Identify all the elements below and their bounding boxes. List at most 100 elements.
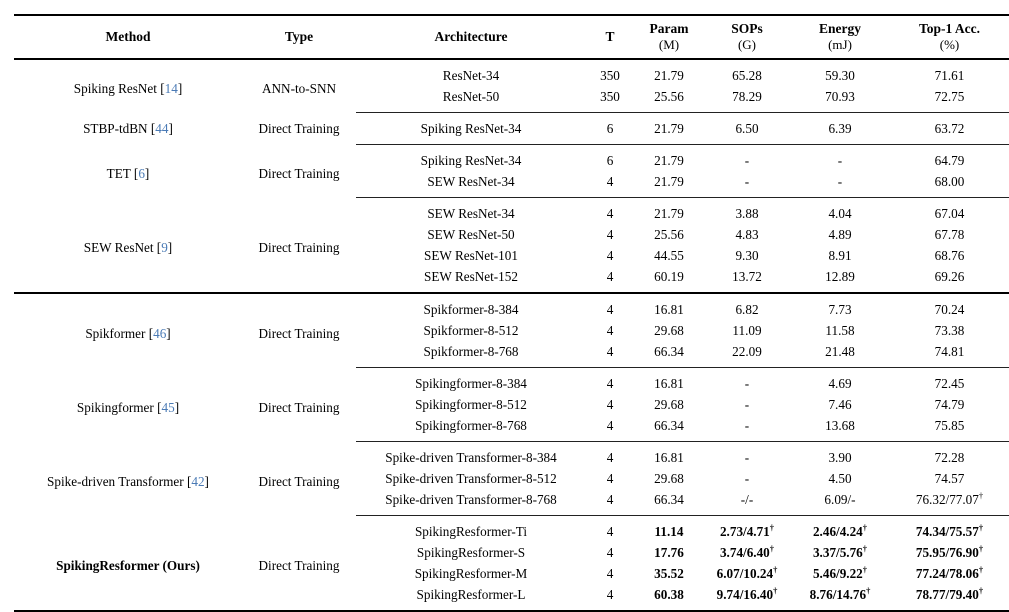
- table-row: SEW ResNet-34 4 21.79 - - 68.00: [14, 171, 1009, 198]
- top1-acc-cell: 67.78: [934, 227, 965, 242]
- timestep-cell: 4: [586, 515, 634, 542]
- top1-acc-cell: 72.28: [890, 441, 1009, 468]
- citation-link[interactable]: 42: [191, 473, 205, 489]
- energy-cell: 8.76/14.76†: [809, 585, 871, 602]
- top1-acc-cell: 74.81: [934, 344, 965, 359]
- dagger-marker: †: [978, 543, 984, 554]
- timestep-cell: 4: [606, 418, 614, 433]
- dagger-marker: †: [978, 585, 984, 596]
- sops-cell: -: [744, 397, 750, 412]
- citation-link[interactable]: 45: [161, 399, 175, 415]
- timestep-cell: 4: [606, 566, 614, 581]
- architecture-cell: Spikformer-8-512: [423, 323, 519, 338]
- top1-acc-cell: 74.57: [934, 471, 965, 486]
- param-cell: 60.19: [654, 269, 684, 284]
- results-table: Method Type Architecture T Param (M) SOPs…: [14, 14, 1009, 612]
- architecture-cell: Spiking ResNet-34: [356, 112, 586, 145]
- top1-acc-cell: 63.72: [890, 112, 1009, 145]
- citation-link[interactable]: 6: [138, 166, 145, 181]
- energy-cell: 4.89: [828, 227, 852, 242]
- architecture-cell: ResNet-50: [442, 89, 500, 104]
- param-cell: 21.79: [654, 174, 684, 189]
- param-cell: 35.52: [654, 566, 684, 581]
- sops-cell: 4.83: [735, 227, 759, 242]
- method-cell: Spikingformer [45]: [76, 399, 180, 415]
- timestep-cell: 4: [606, 587, 614, 602]
- table-row: SEW ResNet-152 4 60.19 13.72 12.89 69.26: [14, 266, 1009, 293]
- energy-cell: 13.68: [825, 418, 855, 433]
- sops-cell: 9.30: [735, 248, 759, 263]
- sops-cell: 3.88: [704, 197, 790, 224]
- sops-cell: 2.73/4.71†: [704, 515, 790, 542]
- table-row: Spike-driven Transformer [42] Direct Trai…: [14, 441, 1009, 489]
- type-cell: Direct Training: [242, 292, 356, 368]
- top1-acc-cell: 73.38: [934, 323, 965, 338]
- results-table-body: Spiking ResNet [14] ANN-to-SNN ResNet-34 35…: [14, 59, 1009, 611]
- timestep-cell: 4: [606, 344, 614, 359]
- param-cell: 60.38: [654, 587, 684, 602]
- top1-acc-cell: 68.00: [934, 174, 965, 189]
- param-cell: 11.14: [634, 515, 704, 542]
- timestep-cell: 4: [586, 292, 634, 320]
- top1-acc-cell: 72.75: [934, 89, 965, 104]
- table-row: Spike-driven Transformer-8-512 4 29.68 - 4.5…: [14, 468, 1009, 489]
- timestep-cell: 4: [606, 174, 614, 189]
- top1-acc-cell: 74.79: [934, 397, 965, 412]
- timestep-cell: 4: [586, 197, 634, 224]
- dagger-marker: †: [769, 543, 775, 554]
- architecture-cell: SEW ResNet-34: [356, 197, 586, 224]
- sops-cell: -/-: [740, 492, 754, 507]
- architecture-cell: Spike-driven Transformer-8-768: [385, 492, 557, 507]
- citation-link[interactable]: 14: [164, 81, 178, 97]
- energy-cell: 3.37/5.76†: [812, 543, 868, 560]
- type-cell: Direct Training: [258, 473, 340, 489]
- sops-cell: -: [744, 418, 750, 433]
- table-row: Spikformer [46] Direct Training Spikformer…: [14, 292, 1009, 368]
- timestep-cell: 4: [586, 367, 634, 394]
- top1-acc-cell: 67.04: [890, 197, 1009, 224]
- sops-cell: -: [704, 441, 790, 468]
- architecture-cell: SEW ResNet-152: [424, 269, 518, 284]
- col-header-energy: Energy (mJ): [790, 15, 890, 60]
- citation-link[interactable]: 9: [161, 239, 168, 255]
- sops-cell: 6.50: [704, 112, 790, 145]
- sops-cell: -: [744, 471, 750, 486]
- param-cell: 21.79: [634, 112, 704, 145]
- param-cell: 16.81: [634, 441, 704, 468]
- table-row: Spikingformer [45] Direct Training Spiking…: [14, 367, 1009, 415]
- param-cell: 66.34: [654, 492, 684, 507]
- top1-acc-cell: 75.95/76.90†: [915, 543, 984, 560]
- sops-cell: 9.74/16.40†: [716, 585, 778, 602]
- table-row: SEW ResNet-101 4 44.55 9.30 8.91 68.76: [14, 245, 1009, 266]
- energy-cell: 4.50: [828, 471, 852, 486]
- energy-cell: 8.91: [828, 248, 852, 263]
- table-row: Spikingformer-8-512 4 29.68 - 7.46 74.79: [14, 394, 1009, 415]
- type-cell: Direct Training: [258, 121, 340, 136]
- table-row: SpikingResformer-S 4 17.76 3.74/6.40† 3.37/5…: [14, 542, 1009, 563]
- energy-cell: 2.46/4.24†: [790, 515, 890, 542]
- timestep-cell: 4: [606, 323, 614, 338]
- energy-cell: 6.39: [790, 112, 890, 145]
- architecture-cell: Spikingformer-8-512: [415, 397, 527, 412]
- method-cell: TET [6]: [106, 166, 150, 181]
- citation-link[interactable]: 44: [155, 121, 169, 136]
- architecture-cell: Spike-driven Transformer-8-512: [385, 471, 557, 486]
- method-cell: SpikingResformer (Ours): [56, 557, 200, 573]
- top1-acc-cell: 76.32/77.07†: [915, 490, 984, 507]
- architecture-cell: SpikingResformer-Ti: [356, 515, 586, 542]
- type-cell: Direct Training: [258, 239, 340, 255]
- dagger-marker: †: [862, 564, 868, 575]
- col-header-type: Type: [242, 15, 356, 60]
- architecture-cell: SEW ResNet-101: [424, 248, 518, 263]
- energy-cell: 12.89: [825, 269, 855, 284]
- param-cell: 66.34: [654, 418, 684, 433]
- top1-acc-cell: 70.24: [890, 292, 1009, 320]
- param-cell: 21.79: [654, 68, 684, 83]
- method-cell: Spiking ResNet [14]: [73, 81, 183, 97]
- param-cell: 29.68: [654, 397, 684, 412]
- energy-cell: 5.46/9.22†: [812, 564, 868, 581]
- timestep-cell: 4: [606, 227, 614, 242]
- architecture-cell: ResNet-34: [442, 68, 500, 83]
- sops-cell: 6.07/10.24†: [716, 564, 778, 581]
- citation-link[interactable]: 46: [153, 325, 167, 341]
